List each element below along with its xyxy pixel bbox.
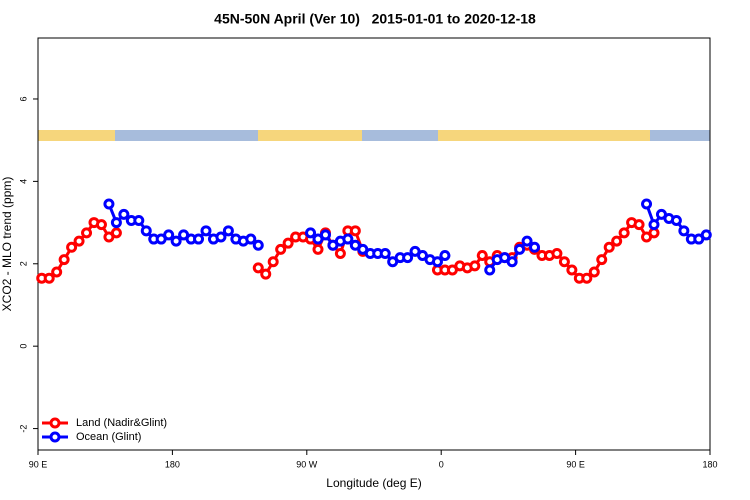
- data-point: [469, 260, 481, 272]
- data-point: [215, 231, 227, 243]
- y-tick-label: 4: [18, 179, 28, 184]
- data-point: [133, 215, 145, 227]
- plot-frame: [37, 37, 711, 451]
- legend-label: Land (Nadir&Glint): [76, 417, 167, 429]
- data-point: [103, 198, 115, 210]
- data-point: [484, 264, 496, 276]
- data-point: [267, 256, 279, 268]
- data-point: [633, 219, 645, 231]
- data-point: [514, 243, 526, 255]
- data-point: [551, 247, 563, 259]
- data-point: [222, 225, 234, 237]
- x-tick-label: 90 E: [29, 459, 48, 469]
- data-point: [648, 219, 660, 231]
- series: [36, 217, 660, 284]
- data-point: [581, 272, 593, 284]
- legend-marker: [49, 417, 61, 429]
- series: [103, 198, 712, 276]
- x-tick-label: 90 W: [296, 459, 318, 469]
- data-point: [245, 233, 257, 245]
- legend: Land (Nadir&Glint) Ocean (Glint): [42, 417, 167, 443]
- data-point: [312, 243, 324, 255]
- data-point: [566, 264, 578, 276]
- data-point: [641, 198, 653, 210]
- y-tick-label: 6: [18, 96, 28, 101]
- x-tick-label: 180: [165, 459, 180, 469]
- data-point: [51, 266, 63, 278]
- x-axis-label: Longitude (deg E): [326, 476, 421, 490]
- data-point: [43, 272, 55, 284]
- data-point: [66, 241, 78, 253]
- data-point: [118, 208, 130, 220]
- data-point: [439, 250, 451, 262]
- data-point: [319, 229, 331, 241]
- x-tick-label: 0: [439, 459, 444, 469]
- data-point: [81, 227, 93, 239]
- data-point: [618, 227, 630, 239]
- data-point: [402, 252, 414, 264]
- data-point: [670, 215, 682, 227]
- chart-title: 45N-50N April (Ver 10) 2015-01-01 to 202…: [214, 11, 536, 27]
- legend-label: Ocean (Glint): [76, 431, 141, 443]
- y-tick-label: -2: [18, 425, 28, 433]
- data-point: [588, 266, 600, 278]
- data-point: [521, 235, 533, 247]
- data-point: [379, 247, 391, 259]
- data-point: [603, 241, 615, 253]
- data-point: [334, 247, 346, 259]
- data-point: [110, 217, 122, 229]
- data-point: [476, 250, 488, 262]
- x-tick-label: 180: [702, 459, 717, 469]
- legend-marker: [49, 431, 61, 443]
- data-point: [193, 233, 205, 245]
- data-point: [431, 256, 443, 268]
- data-point: [252, 239, 264, 251]
- data-point: [342, 233, 354, 245]
- data-point: [58, 254, 70, 266]
- y-tick-label: 2: [18, 261, 28, 266]
- data-point: [349, 225, 361, 237]
- data-point: [260, 268, 272, 280]
- data-point: [700, 229, 712, 241]
- data-point: [73, 235, 85, 247]
- data-point: [596, 254, 608, 266]
- data-point: [529, 241, 541, 253]
- data-point: [95, 219, 107, 231]
- data-point: [611, 235, 623, 247]
- data-point: [140, 225, 152, 237]
- data-point: [282, 237, 294, 249]
- data-point: [678, 225, 690, 237]
- land-ocean-strip: [38, 130, 710, 141]
- data-point: [252, 262, 264, 274]
- data-point: [275, 243, 287, 255]
- x-tick-label: 90 E: [566, 459, 585, 469]
- data-point: [506, 256, 518, 268]
- data-point: [558, 256, 570, 268]
- data-point: [170, 235, 182, 247]
- data-point: [200, 225, 212, 237]
- y-axis-label: XCO2 - MLO trend (ppm): [0, 177, 14, 312]
- y-tick-label: 0: [18, 344, 28, 349]
- data-point: [163, 229, 175, 241]
- data-point: [110, 227, 122, 239]
- data-point: [305, 227, 317, 239]
